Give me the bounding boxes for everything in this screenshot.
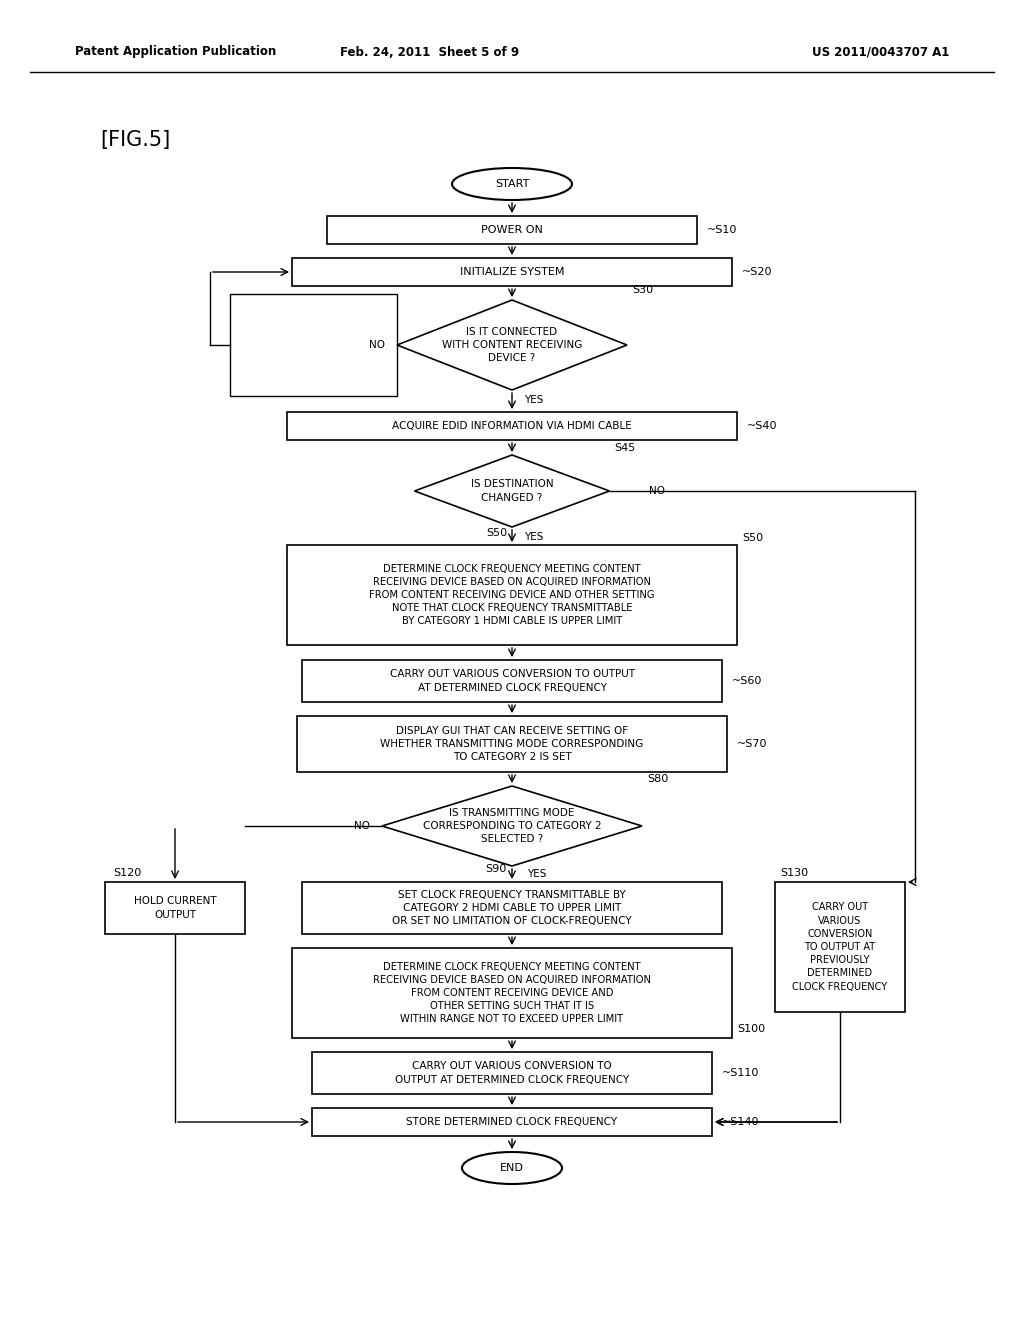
Text: YES: YES bbox=[524, 395, 544, 405]
Text: NO: NO bbox=[649, 486, 666, 496]
FancyBboxPatch shape bbox=[287, 412, 737, 440]
Polygon shape bbox=[397, 300, 627, 389]
Text: HOLD CURRENT
OUTPUT: HOLD CURRENT OUTPUT bbox=[134, 896, 216, 920]
Text: ~S40: ~S40 bbox=[746, 421, 777, 432]
Ellipse shape bbox=[462, 1152, 562, 1184]
Text: STORE DETERMINED CLOCK FREQUENCY: STORE DETERMINED CLOCK FREQUENCY bbox=[407, 1117, 617, 1127]
FancyBboxPatch shape bbox=[302, 660, 722, 702]
FancyBboxPatch shape bbox=[312, 1107, 712, 1137]
Text: ~S60: ~S60 bbox=[732, 676, 763, 686]
FancyBboxPatch shape bbox=[292, 948, 732, 1038]
Text: Patent Application Publication: Patent Application Publication bbox=[75, 45, 276, 58]
Text: US 2011/0043707 A1: US 2011/0043707 A1 bbox=[812, 45, 949, 58]
Text: ~S20: ~S20 bbox=[742, 267, 772, 277]
Text: CARRY OUT
VARIOUS
CONVERSION
TO OUTPUT AT
PREVIOUSLY
DETERMINED
CLOCK FREQUENCY: CARRY OUT VARIOUS CONVERSION TO OUTPUT A… bbox=[793, 903, 888, 991]
FancyBboxPatch shape bbox=[292, 257, 732, 286]
Text: CARRY OUT VARIOUS CONVERSION TO OUTPUT
AT DETERMINED CLOCK FREQUENCY: CARRY OUT VARIOUS CONVERSION TO OUTPUT A… bbox=[389, 669, 635, 693]
FancyBboxPatch shape bbox=[312, 1052, 712, 1094]
Text: ~S140: ~S140 bbox=[722, 1117, 760, 1127]
Text: START: START bbox=[495, 180, 529, 189]
Text: S90: S90 bbox=[485, 865, 507, 874]
Text: S80: S80 bbox=[647, 774, 669, 784]
Text: ~S10: ~S10 bbox=[707, 224, 737, 235]
Text: POWER ON: POWER ON bbox=[481, 224, 543, 235]
Text: IS TRANSMITTING MODE
CORRESPONDING TO CATEGORY 2
SELECTED ?: IS TRANSMITTING MODE CORRESPONDING TO CA… bbox=[423, 808, 601, 845]
Text: DETERMINE CLOCK FREQUENCY MEETING CONTENT
RECEIVING DEVICE BASED ON ACQUIRED INF: DETERMINE CLOCK FREQUENCY MEETING CONTEN… bbox=[373, 961, 651, 1024]
FancyBboxPatch shape bbox=[297, 715, 727, 772]
FancyBboxPatch shape bbox=[230, 294, 397, 396]
Text: [FIG.5]: [FIG.5] bbox=[100, 129, 170, 150]
Text: S50: S50 bbox=[742, 533, 763, 543]
Text: INITIALIZE SYSTEM: INITIALIZE SYSTEM bbox=[460, 267, 564, 277]
Text: CARRY OUT VARIOUS CONVERSION TO
OUTPUT AT DETERMINED CLOCK FREQUENCY: CARRY OUT VARIOUS CONVERSION TO OUTPUT A… bbox=[395, 1061, 629, 1085]
Text: NO: NO bbox=[369, 341, 385, 350]
Ellipse shape bbox=[452, 168, 572, 201]
Text: S120: S120 bbox=[113, 869, 141, 878]
Text: YES: YES bbox=[524, 532, 544, 543]
Text: DISPLAY GUI THAT CAN RECEIVE SETTING OF
WHETHER TRANSMITTING MODE CORRESPONDING
: DISPLAY GUI THAT CAN RECEIVE SETTING OF … bbox=[380, 726, 644, 762]
FancyBboxPatch shape bbox=[105, 882, 245, 935]
Text: S45: S45 bbox=[614, 444, 636, 453]
Text: ~S110: ~S110 bbox=[722, 1068, 760, 1078]
Text: S30: S30 bbox=[632, 285, 653, 294]
Text: S100: S100 bbox=[737, 1024, 765, 1034]
FancyBboxPatch shape bbox=[775, 882, 905, 1012]
Text: END: END bbox=[500, 1163, 524, 1173]
Text: S50: S50 bbox=[485, 528, 507, 539]
FancyBboxPatch shape bbox=[327, 216, 697, 244]
Text: ~S70: ~S70 bbox=[737, 739, 768, 748]
FancyBboxPatch shape bbox=[287, 545, 737, 645]
Text: S130: S130 bbox=[780, 869, 808, 878]
Text: ACQUIRE EDID INFORMATION VIA HDMI CABLE: ACQUIRE EDID INFORMATION VIA HDMI CABLE bbox=[392, 421, 632, 432]
Text: SET CLOCK FREQUENCY TRANSMITTABLE BY
CATEGORY 2 HDMI CABLE TO UPPER LIMIT
OR SET: SET CLOCK FREQUENCY TRANSMITTABLE BY CAT… bbox=[392, 890, 632, 927]
Text: NO: NO bbox=[354, 821, 370, 832]
Text: IS DESTINATION
CHANGED ?: IS DESTINATION CHANGED ? bbox=[471, 479, 553, 503]
FancyBboxPatch shape bbox=[302, 882, 722, 935]
Polygon shape bbox=[415, 455, 609, 527]
Polygon shape bbox=[382, 785, 642, 866]
Text: DETERMINE CLOCK FREQUENCY MEETING CONTENT
RECEIVING DEVICE BASED ON ACQUIRED INF: DETERMINE CLOCK FREQUENCY MEETING CONTEN… bbox=[370, 564, 654, 627]
Text: Feb. 24, 2011  Sheet 5 of 9: Feb. 24, 2011 Sheet 5 of 9 bbox=[340, 45, 519, 58]
Text: YES: YES bbox=[527, 869, 547, 879]
Text: IS IT CONNECTED
WITH CONTENT RECEIVING
DEVICE ?: IS IT CONNECTED WITH CONTENT RECEIVING D… bbox=[441, 327, 583, 363]
